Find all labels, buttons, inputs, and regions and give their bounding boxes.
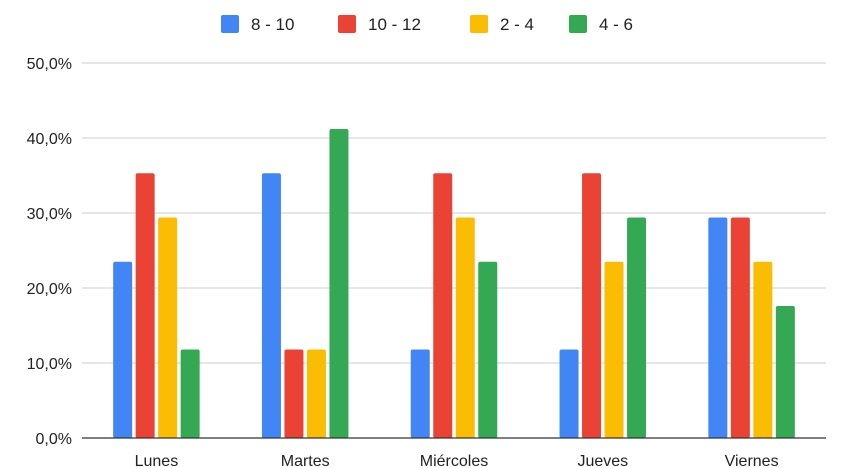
bar (753, 261, 773, 438)
bar (775, 306, 795, 438)
legend-item: 2 - 4 (470, 15, 534, 34)
bar (582, 173, 602, 438)
legend-swatch (470, 15, 488, 33)
legend-item: 10 - 12 (338, 15, 421, 34)
bar (135, 173, 155, 438)
bar (261, 173, 281, 438)
x-tick-label: Martes (281, 453, 330, 468)
y-tick-label: 0,0% (36, 431, 72, 448)
bar (410, 349, 430, 438)
bar (158, 217, 178, 438)
legend-swatch (338, 15, 356, 33)
y-tick-label: 40,0% (27, 131, 72, 148)
legend-label: 2 - 4 (500, 15, 534, 34)
bar (730, 217, 750, 438)
legend-label: 10 - 12 (368, 15, 421, 34)
y-tick-label: 20,0% (27, 281, 72, 298)
bar (604, 261, 624, 438)
bar (329, 129, 349, 438)
legend-label: 8 - 10 (251, 15, 294, 34)
bar (478, 261, 498, 438)
legend: 8 - 10 10 - 12 2 - 4 4 - 6 (221, 15, 633, 34)
gridlines (82, 62, 826, 364)
legend-swatch (569, 15, 587, 33)
y-tick-label: 10,0% (27, 356, 72, 373)
bar (627, 217, 647, 438)
bars (113, 129, 795, 438)
bar (284, 349, 304, 438)
y-tick-label: 30,0% (27, 206, 72, 223)
x-tick-label: Miércoles (420, 453, 488, 468)
bar (113, 261, 133, 438)
y-axis-ticks: 0,0% 10,0% 20,0% 30,0% 40,0% 50,0% (27, 56, 72, 448)
legend-label: 4 - 6 (599, 15, 633, 34)
legend-item: 8 - 10 (221, 15, 294, 34)
y-tick-label: 50,0% (27, 56, 72, 73)
x-tick-label: Viernes (725, 453, 779, 468)
x-tick-label: Lunes (135, 453, 179, 468)
legend-swatch (221, 15, 239, 33)
legend-item: 4 - 6 (569, 15, 633, 34)
x-axis-ticks: Lunes Martes Miércoles Jueves Viernes (135, 453, 779, 468)
bar (180, 349, 200, 438)
bar (455, 217, 475, 438)
bar (708, 217, 728, 438)
bar (559, 349, 579, 438)
bar (433, 173, 453, 438)
x-tick-label: Jueves (577, 453, 628, 468)
bar (306, 349, 326, 438)
